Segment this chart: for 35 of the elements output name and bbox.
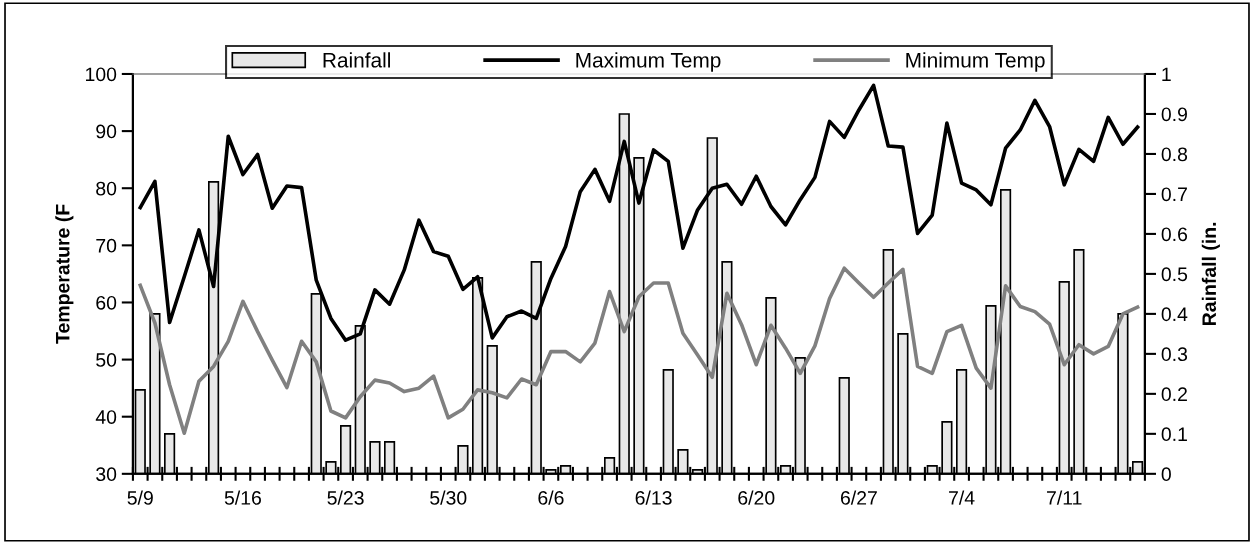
- y2-tick-label: 0: [1161, 467, 1171, 482]
- x-tick-label: 5/23: [327, 490, 364, 505]
- x-tick-label: 5/9: [127, 490, 153, 505]
- x-tick-label: 5/30: [430, 490, 467, 505]
- x-tick-label: 7/11: [1047, 490, 1082, 505]
- y-tick-label: 100: [86, 67, 117, 82]
- y2-tick-label: 0.8: [1161, 147, 1188, 162]
- x-tick-label: 5/16: [224, 490, 261, 505]
- y-tick-label: 90: [96, 124, 117, 139]
- y2-tick-label: 0.2: [1161, 387, 1187, 402]
- x-tick-label: 6/27: [840, 490, 877, 505]
- y2-tick-label: 1: [1162, 67, 1171, 82]
- y2-tick-label: 0.4: [1161, 307, 1188, 322]
- y-tick-label: 60: [96, 295, 117, 310]
- legend-label: Rainfall: [323, 52, 390, 68]
- x-tick-label: 6/6: [538, 490, 564, 505]
- y2-tick-label: 0.1: [1161, 427, 1187, 442]
- x-tick-label: 7/4: [949, 490, 975, 505]
- y2-tick-label: 0.5: [1161, 267, 1188, 282]
- y-tick-label: 70: [96, 238, 117, 253]
- y-tick-label: 30: [96, 467, 117, 482]
- y2-tick-label: 0.6: [1161, 227, 1188, 242]
- y-axis-title: Temperature (F: [55, 204, 74, 344]
- y2-tick-label: 0.3: [1161, 347, 1188, 362]
- y-tick-label: 80: [96, 181, 117, 196]
- y-tick-label: 50: [96, 353, 117, 367]
- x-tick-label: 6/13: [635, 490, 672, 505]
- legend-label: Minimum Temp: [906, 52, 1045, 72]
- legend-label: Maximum Temp: [576, 52, 721, 72]
- y2-axis-title: Rainfall (in.: [1201, 222, 1220, 325]
- y2-tick-label: 0.7: [1161, 187, 1187, 202]
- x-tick-label: 6/20: [738, 490, 775, 505]
- line-series: [138, 266, 1140, 436]
- y2-tick-label: 0.9: [1161, 107, 1187, 122]
- y-tick-label: 40: [95, 410, 117, 424]
